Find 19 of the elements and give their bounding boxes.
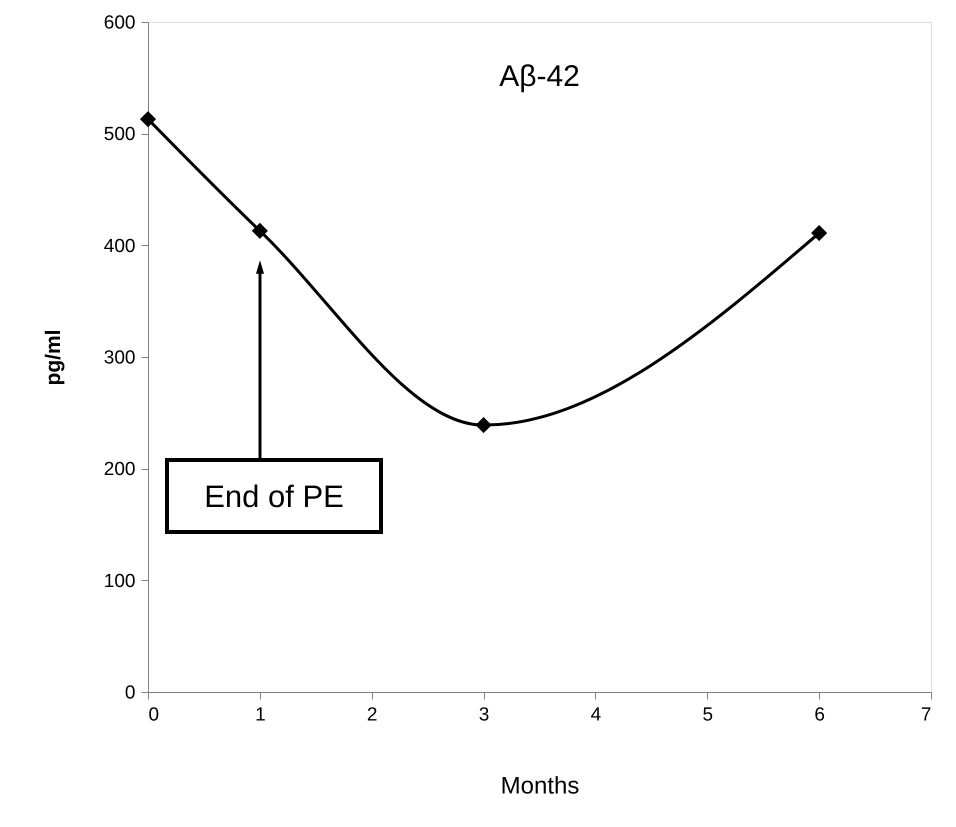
y-tick-label: 300 xyxy=(104,348,136,368)
x-tick-label: 0 xyxy=(148,704,160,726)
y-tick-label: 400 xyxy=(104,236,136,257)
x-tick-label: 3 xyxy=(478,704,490,726)
y-axis-title: pg/ml xyxy=(42,330,65,386)
text: Aβ-42 xyxy=(499,60,580,93)
x-tick-label: 5 xyxy=(702,704,714,726)
y-tick-label: 100 xyxy=(104,570,136,592)
x-tick-label: 4 xyxy=(590,704,602,726)
y-tick-label: 200 xyxy=(104,459,136,480)
x-tick-label: 7 xyxy=(920,704,932,726)
x-tick-label: 2 xyxy=(366,704,378,726)
annotation: End of PE xyxy=(204,479,344,514)
y-tick-label: 500 xyxy=(104,124,136,146)
x-tick-label: 1 xyxy=(255,704,266,726)
x-axis-title: Months xyxy=(500,772,580,800)
y-tick-label: 600 xyxy=(104,12,136,34)
y-tick-label: 0 xyxy=(124,682,136,704)
x-tick-label: 6 xyxy=(814,704,825,726)
